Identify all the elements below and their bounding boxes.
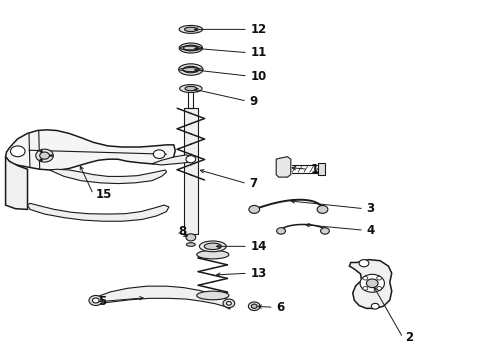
Ellipse shape [196,291,228,300]
Circle shape [320,228,329,234]
Circle shape [185,234,195,241]
Text: 3: 3 [366,202,374,215]
Ellipse shape [179,26,202,33]
Text: 7: 7 [249,177,257,190]
Circle shape [223,299,234,308]
Polygon shape [49,169,166,184]
Text: 9: 9 [249,95,257,108]
Circle shape [366,279,377,288]
Circle shape [92,298,99,303]
Polygon shape [5,130,175,170]
Circle shape [50,154,53,157]
Text: 14: 14 [250,240,266,253]
Circle shape [10,146,25,157]
Text: 2: 2 [405,331,413,344]
Ellipse shape [184,27,197,32]
Polygon shape [27,203,168,221]
Polygon shape [276,157,290,177]
Text: 8: 8 [178,225,186,238]
Text: 15: 15 [96,188,112,201]
Circle shape [358,260,368,267]
Text: 4: 4 [366,224,374,237]
Circle shape [40,150,42,152]
Circle shape [248,206,259,213]
Ellipse shape [196,250,228,259]
Ellipse shape [204,243,221,249]
Circle shape [317,206,327,213]
Ellipse shape [186,243,195,246]
Circle shape [251,304,257,309]
Circle shape [40,159,42,161]
Ellipse shape [199,241,226,252]
Text: 11: 11 [250,46,266,59]
Circle shape [370,303,378,309]
Polygon shape [348,260,391,309]
Ellipse shape [184,86,196,91]
Text: 12: 12 [250,23,266,36]
Text: 10: 10 [250,69,266,82]
Circle shape [40,152,49,159]
Circle shape [276,228,285,234]
Ellipse shape [179,85,202,93]
Circle shape [226,302,231,305]
Polygon shape [96,286,229,309]
Circle shape [376,287,381,290]
Ellipse shape [183,45,198,51]
Circle shape [36,149,53,162]
Text: 6: 6 [276,301,284,314]
Bar [183,108,198,234]
Circle shape [376,276,381,280]
Text: 5: 5 [98,296,106,309]
Text: 1: 1 [310,163,318,176]
Ellipse shape [179,43,202,53]
Circle shape [89,296,102,306]
Circle shape [185,156,195,163]
Ellipse shape [183,66,198,73]
Circle shape [359,274,384,292]
Circle shape [362,276,367,280]
Circle shape [362,287,367,290]
Ellipse shape [178,64,203,75]
Circle shape [248,302,260,311]
Circle shape [153,150,164,158]
Bar [317,163,325,175]
Polygon shape [5,157,27,210]
Polygon shape [152,155,193,165]
Text: 13: 13 [250,267,266,280]
